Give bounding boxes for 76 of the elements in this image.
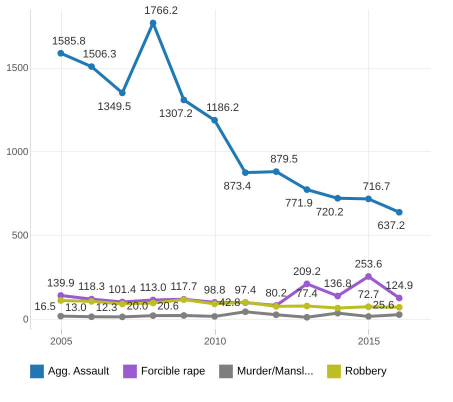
point (180, 312, 188, 319)
point (211, 116, 218, 124)
point (272, 168, 280, 175)
point (365, 313, 372, 320)
point (242, 308, 249, 316)
data-label: 637.2 (377, 220, 405, 232)
point (57, 297, 64, 304)
data-label: 879.5 (270, 154, 298, 166)
point (396, 208, 403, 216)
point (334, 304, 342, 312)
y-tick-label: 500 (12, 230, 29, 242)
point (118, 90, 126, 96)
point (396, 294, 403, 302)
data-label: 16.5 (34, 301, 56, 314)
data-label: 97.4 (234, 284, 256, 297)
point (88, 313, 95, 320)
data-label: 209.2 (293, 266, 321, 278)
point (365, 303, 372, 310)
data-label: 1307.2 (159, 108, 193, 120)
point (242, 169, 249, 176)
legend-label: Forcible rape (141, 365, 206, 378)
data-label: 77.4 (296, 288, 318, 300)
data-label: 136.8 (324, 278, 352, 290)
data-label: 13.0 (65, 302, 87, 314)
data-label: 1349.5 (97, 100, 132, 113)
data-label: 20.6 (157, 300, 179, 312)
point (272, 311, 280, 318)
point (150, 300, 156, 306)
x-tick-label: 2015 (358, 336, 381, 348)
point (304, 314, 310, 321)
data-label: 113.0 (140, 282, 166, 294)
y-tick-label: 0 (22, 314, 29, 326)
data-label: 72.7 (358, 288, 380, 301)
point (118, 314, 126, 320)
x-tick-label: 2010 (204, 336, 227, 348)
data-label: 720.2 (316, 206, 344, 218)
data-label: 873.4 (224, 180, 252, 193)
point (334, 292, 342, 300)
x-tick-label: 2005 (50, 336, 73, 348)
data-label: 101.4 (108, 284, 136, 296)
point (88, 298, 95, 305)
point (180, 96, 188, 104)
legend-label: Agg. Assault (48, 365, 110, 378)
point (334, 194, 342, 202)
point (211, 313, 218, 320)
point (304, 186, 310, 193)
data-label: 25.6 (372, 300, 394, 312)
data-label: 124.9 (385, 280, 413, 292)
data-label: 12.3 (96, 302, 118, 314)
point (365, 273, 372, 280)
point (150, 20, 156, 26)
data-label: 1585.8 (52, 35, 86, 48)
data-label: 117.7 (170, 281, 198, 294)
data-label: 118.3 (78, 281, 105, 294)
point (396, 311, 403, 318)
data-label: 80.2 (265, 288, 287, 300)
legend-label: Murder/Mansl... (237, 365, 314, 378)
point (57, 50, 64, 57)
point (88, 63, 95, 70)
data-label: 1506.3 (82, 48, 116, 61)
data-label: 98.8 (204, 284, 226, 296)
legend-label: Robbery (345, 365, 388, 378)
point (365, 196, 372, 202)
data-label: 771.9 (285, 198, 313, 210)
data-label: 1766.2 (144, 5, 178, 18)
point (304, 280, 310, 288)
data-label: 139.9 (47, 278, 75, 290)
y-tick-label: 1500 (6, 63, 29, 74)
y-tick-label: 1000 (6, 146, 29, 158)
data-label: 253.6 (354, 258, 382, 270)
point (396, 304, 403, 311)
point (304, 302, 310, 310)
point (57, 312, 64, 320)
data-label: 716.7 (362, 180, 390, 193)
point (150, 312, 156, 319)
data-label: 1186.2 (206, 102, 240, 114)
